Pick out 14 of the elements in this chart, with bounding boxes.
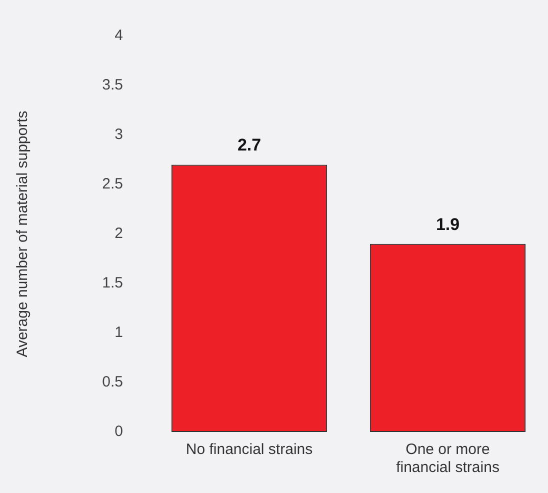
y-tick-label: 0.5 [102, 374, 123, 391]
y-tick-label: 2 [114, 225, 123, 242]
y-tick-label: 2.5 [102, 176, 123, 193]
y-tick-label: 1 [114, 324, 123, 342]
y-tick-label: 3.5 [102, 76, 123, 94]
y-tick-label: 3 [114, 126, 123, 144]
data-label: 1.9 [436, 214, 460, 234]
data-label: 2.7 [237, 136, 262, 155]
y-tick-label: 4 [114, 27, 123, 44]
x-tick-label: No financial strains [186, 441, 313, 458]
x-tick-label: One or more financial strains [396, 441, 500, 476]
y-axis-title: Average number of material supports [14, 110, 32, 358]
y-tick-label: 0 [114, 423, 123, 440]
y-tick-label: 1.5 [102, 274, 123, 292]
